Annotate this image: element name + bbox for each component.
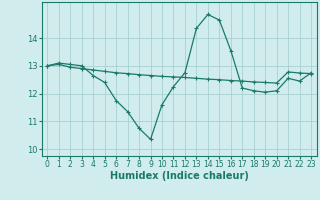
X-axis label: Humidex (Indice chaleur): Humidex (Indice chaleur) (110, 171, 249, 181)
